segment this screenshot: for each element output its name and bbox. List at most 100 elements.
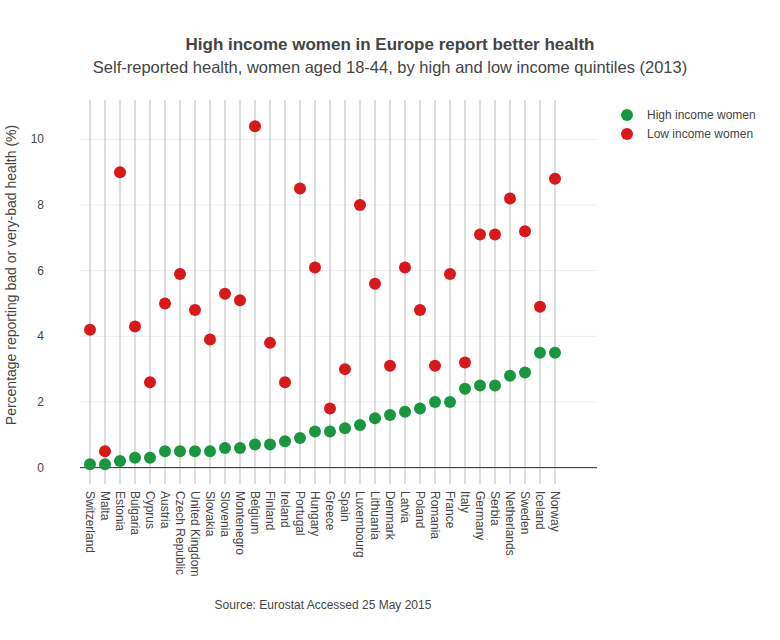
legend-label: High income women [647,108,756,122]
point [549,173,561,185]
point [474,229,486,241]
point [84,324,96,336]
category-grid-line [525,100,526,484]
point [174,445,186,457]
point [99,458,111,470]
x-tick-label: Estonia [113,491,127,531]
x-tick-label: Switzerland [83,491,97,553]
x-tick-label: Denmark [383,491,397,541]
point [369,412,381,424]
category-grid-line [390,100,391,484]
point [249,439,261,451]
category-grid-line [420,100,421,484]
x-tick-label: Spain [338,491,352,522]
category-grid-line [510,100,511,484]
category-grid-line [105,100,106,484]
point [519,225,531,237]
x-tick-label: Bulgaria [128,491,142,535]
point [534,301,546,313]
category-grid-line [120,100,121,484]
category-grid-line [450,100,451,484]
y-tick-label: 8 [37,198,44,212]
category-grid-line [405,100,406,484]
category-grid-line [210,100,211,484]
category-grid-line [465,100,466,484]
point [519,366,531,378]
category-grid-line [195,100,196,484]
category-grid-line [150,100,151,484]
y-tick-label: 4 [37,329,44,343]
x-tick-label: France [443,491,457,529]
category-grid-line [435,100,436,484]
x-tick-label: Poland [413,491,427,528]
point [264,337,276,349]
point [429,360,441,372]
point [339,363,351,375]
point [324,425,336,437]
x-tick-label: United Kingdom [188,491,202,576]
title: High income women in Europe report bette… [186,35,595,54]
x-tick-label: Sweden [518,491,532,534]
point [144,376,156,388]
point [309,425,321,437]
x-tick-label: Luxembourg [353,491,367,558]
point [159,445,171,457]
x-tick-label: Portugal [293,491,307,536]
point [204,445,216,457]
x-tick-label: Italy [458,491,472,513]
grid-line [80,139,597,140]
marks [84,120,561,470]
point [414,403,426,415]
point [489,229,501,241]
point [444,268,456,280]
point [114,166,126,178]
y-tick-label: 6 [37,264,44,278]
category-grid-line [270,100,271,484]
point [99,445,111,457]
point [309,261,321,273]
point [279,376,291,388]
category-grid-line [495,100,496,484]
point [384,360,396,372]
point [189,445,201,457]
point [414,304,426,316]
x-tick-label: Lithuania [368,491,382,540]
point [504,370,516,382]
x-tick-label: Montenegro [233,491,247,555]
point [489,380,501,392]
point [219,288,231,300]
subtitle: Self-reported health, women aged 18-44, … [93,58,687,76]
category-grid-line [165,100,166,484]
point [114,455,126,467]
point [444,396,456,408]
x-tick-label: Cyprus [143,491,157,529]
x-tick-label: Romania [428,491,442,539]
y-axis-label: Percentage reporting bad or very-bad hea… [3,125,19,425]
x-tick-label: Latvia [398,491,412,523]
point [204,334,216,346]
category-grid-line [300,100,301,484]
point [549,347,561,359]
point [369,278,381,290]
category-grid-line [375,100,376,484]
category-grid-line [540,100,541,484]
grid-line [80,270,597,271]
x-tick-label: Iceland [533,491,547,530]
point [429,396,441,408]
category-grid-line [285,100,286,484]
point [399,261,411,273]
point [399,406,411,418]
category-grid-line [555,100,556,484]
grid-line [80,205,597,206]
x-tick-label: Malta [98,491,112,521]
legend-symbol [621,128,633,140]
category-grid-line [135,100,136,484]
point [474,380,486,392]
point [144,452,156,464]
category-grid-line [480,100,481,484]
point [384,409,396,421]
x-tick-label: Germany [473,491,487,540]
x-tick-label: Hungary [308,491,322,536]
point [534,347,546,359]
x-tick-label: Ireland [278,491,292,528]
